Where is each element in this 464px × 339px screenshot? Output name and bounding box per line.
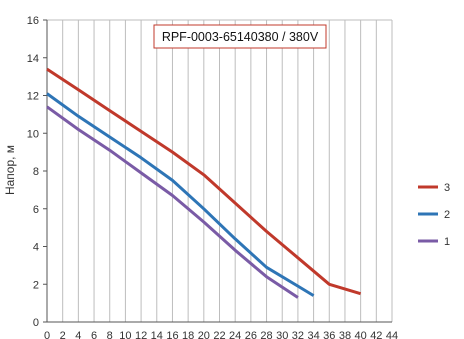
x-tick-label: 44 bbox=[386, 330, 398, 339]
legend-label-1: 1 bbox=[444, 236, 450, 248]
x-tick-label: 16 bbox=[166, 330, 178, 339]
x-tick-label: 28 bbox=[260, 330, 272, 339]
x-tick-label: 2 bbox=[60, 330, 66, 339]
y-axis-label: Напор, м bbox=[3, 145, 17, 195]
x-tick-label: 42 bbox=[370, 330, 382, 339]
x-tick-labels: 0 2 4 6 8 10 12 14 16 18 20 22 24 26 28 30 32 34 36 38 40 42 4… bbox=[44, 330, 398, 339]
series-lines bbox=[46, 67, 362, 299]
series-line-2 bbox=[46, 92, 315, 297]
y-tick-label: 2 bbox=[33, 279, 39, 291]
chart-title-box: RPF-0003-65140380 / 380V bbox=[153, 24, 327, 49]
chart-title: RPF-0003-65140380 / 380V bbox=[162, 30, 319, 44]
x-tick-label: 22 bbox=[213, 330, 225, 339]
y-tick-label: 4 bbox=[33, 242, 39, 254]
x-tick-label: 12 bbox=[135, 330, 147, 339]
y-tick-label: 6 bbox=[33, 204, 39, 216]
y-tick-label: 12 bbox=[27, 91, 39, 103]
series-line-3 bbox=[46, 67, 362, 296]
x-tick-label: 6 bbox=[91, 330, 97, 339]
legend-label-3: 3 bbox=[444, 182, 450, 194]
y-tick-label: 14 bbox=[27, 53, 39, 65]
x-tick-label: 36 bbox=[323, 330, 335, 339]
x-tick-label: 10 bbox=[119, 330, 131, 339]
y-tick-label: 16 bbox=[27, 15, 39, 27]
x-tick-label: 34 bbox=[307, 330, 319, 339]
x-tick-label: 24 bbox=[229, 330, 241, 339]
axes bbox=[43, 19, 392, 323]
series-line-1 bbox=[46, 105, 299, 299]
x-tick-label: 40 bbox=[355, 330, 367, 339]
y-tick-label: 0 bbox=[33, 317, 39, 329]
x-tick-label: 18 bbox=[182, 330, 194, 339]
x-tick-label: 4 bbox=[75, 330, 81, 339]
x-tick-label: 0 bbox=[44, 330, 50, 339]
x-tick-label: 32 bbox=[292, 330, 304, 339]
x-tick-label: 8 bbox=[107, 330, 113, 339]
y-tick-label: 8 bbox=[33, 166, 39, 178]
y-tick-label: 10 bbox=[27, 128, 39, 140]
x-tick-label: 14 bbox=[151, 330, 163, 339]
x-tick-label: 38 bbox=[339, 330, 351, 339]
legend: 3 2 1 bbox=[418, 182, 450, 248]
legend-label-2: 2 bbox=[444, 209, 450, 221]
x-tick-label: 30 bbox=[276, 330, 288, 339]
x-tick-label: 20 bbox=[198, 330, 210, 339]
y-tick-labels: 0 2 4 6 8 10 12 14 16 bbox=[27, 15, 39, 329]
grid bbox=[47, 19, 393, 322]
x-tick-label: 26 bbox=[245, 330, 257, 339]
